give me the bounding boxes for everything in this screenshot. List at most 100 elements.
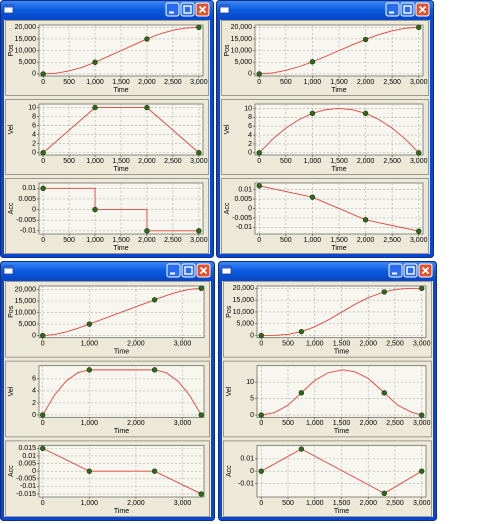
window-icon-bar [222, 266, 231, 269]
control-point[interactable] [151, 367, 158, 373]
x-tick-label: 0 [41, 420, 45, 427]
control-point[interactable] [40, 332, 46, 339]
close-button[interactable] [415, 2, 430, 17]
maximize-button[interactable] [180, 2, 195, 17]
y-axis-label: Pos [226, 305, 233, 318]
control-point[interactable] [198, 285, 204, 292]
control-point[interactable] [92, 206, 98, 213]
control-point[interactable] [416, 24, 422, 31]
control-point[interactable] [298, 446, 305, 452]
control-point[interactable] [40, 150, 46, 156]
control-point[interactable] [256, 71, 262, 77]
control-point[interactable] [419, 468, 425, 474]
control-point[interactable] [309, 194, 316, 200]
control-point[interactable] [381, 490, 387, 497]
y-tick-label: 5,000 [234, 59, 252, 66]
y-tick-label: 4 [32, 388, 36, 395]
control-point[interactable] [309, 110, 316, 117]
control-point[interactable] [151, 297, 158, 303]
control-point[interactable] [362, 36, 369, 43]
control-point[interactable] [416, 150, 422, 156]
maximize-button[interactable] [181, 263, 196, 278]
x-tick-label: 1,000 [86, 158, 104, 165]
control-point[interactable] [198, 491, 204, 497]
minimize-button[interactable] [165, 2, 180, 17]
maximize-glyph [403, 5, 412, 14]
x-tick-label: 3,000 [413, 420, 431, 427]
curve [43, 187, 199, 232]
control-point[interactable] [86, 367, 93, 373]
control-point[interactable] [381, 289, 387, 295]
minimize-button[interactable] [388, 263, 403, 278]
x-tick-label: 1,000 [304, 79, 322, 86]
y-tick-label: 10,000 [15, 47, 37, 54]
x-tick-label: 1,500 [112, 237, 130, 244]
x-tick-label: 500 [282, 500, 294, 507]
maximize-glyph [184, 266, 193, 275]
control-point[interactable] [196, 228, 202, 234]
control-point[interactable] [86, 468, 93, 474]
close-button[interactable] [195, 2, 210, 17]
control-point[interactable] [256, 150, 262, 156]
control-point[interactable] [419, 412, 425, 418]
window-icon-bar [220, 5, 229, 8]
control-point[interactable] [298, 328, 305, 335]
control-point[interactable] [419, 285, 425, 292]
curve [261, 369, 422, 416]
maximize-button[interactable] [400, 2, 415, 17]
x-tick-label: 3,000 [190, 79, 208, 86]
control-point[interactable] [86, 321, 93, 327]
control-point[interactable] [362, 110, 369, 117]
y-tick-label: 5,000 [236, 321, 254, 328]
y-axis-label: Acc [8, 465, 15, 477]
minimize-button[interactable] [166, 263, 181, 278]
control-point[interactable] [40, 185, 46, 192]
control-point[interactable] [40, 445, 46, 452]
control-point[interactable] [144, 104, 150, 111]
x-tick-label: 2,000 [357, 158, 375, 165]
x-tick-label: 1,500 [333, 341, 351, 348]
y-tick-label: 15,000 [15, 298, 37, 305]
control-point[interactable] [196, 24, 202, 31]
control-point[interactable] [196, 150, 202, 156]
control-point[interactable] [416, 228, 422, 234]
x-tick-label: 0 [41, 341, 45, 348]
control-point[interactable] [362, 217, 369, 223]
control-point[interactable] [256, 183, 262, 189]
minimize-button[interactable] [385, 2, 400, 17]
y-tick-label: 0 [248, 205, 252, 212]
control-point[interactable] [198, 412, 204, 418]
control-point[interactable] [40, 412, 46, 418]
y-tick-label: 20,000 [231, 24, 253, 31]
y-tick-label: 6 [32, 123, 36, 130]
close-button[interactable] [196, 263, 211, 278]
x-tick-label: 2,000 [357, 79, 375, 86]
window-icon-bar [4, 5, 13, 8]
x-tick-label: 3,000 [410, 237, 428, 244]
window-icon-bar [4, 266, 13, 269]
control-point[interactable] [258, 468, 264, 474]
control-point[interactable] [258, 332, 264, 339]
x-tick-label: 1,000 [306, 420, 324, 427]
maximize-button[interactable] [403, 263, 418, 278]
control-point[interactable] [151, 468, 158, 474]
control-point[interactable] [40, 71, 46, 77]
close-button[interactable] [418, 263, 433, 278]
y-tick-label: -0.015 [16, 491, 36, 498]
control-point[interactable] [381, 390, 387, 396]
control-point[interactable] [92, 104, 98, 111]
control-point[interactable] [258, 412, 264, 418]
chart-panel: 0 1,000 2,000 3,000 0 2 4 6 Time Vel [5, 360, 210, 438]
control-point[interactable] [144, 36, 150, 42]
control-point[interactable] [144, 228, 150, 234]
y-axis-label: Acc [8, 202, 15, 214]
x-tick-label: 0 [41, 500, 45, 507]
control-point[interactable] [92, 59, 98, 65]
x-tick-label: 0 [257, 79, 261, 86]
close-glyph [418, 5, 427, 14]
y-tick-label: 10 [244, 105, 252, 112]
y-axis-label: Pos [224, 44, 231, 57]
control-point[interactable] [309, 59, 316, 65]
maximize-button-face [180, 2, 195, 17]
control-point[interactable] [298, 390, 305, 396]
